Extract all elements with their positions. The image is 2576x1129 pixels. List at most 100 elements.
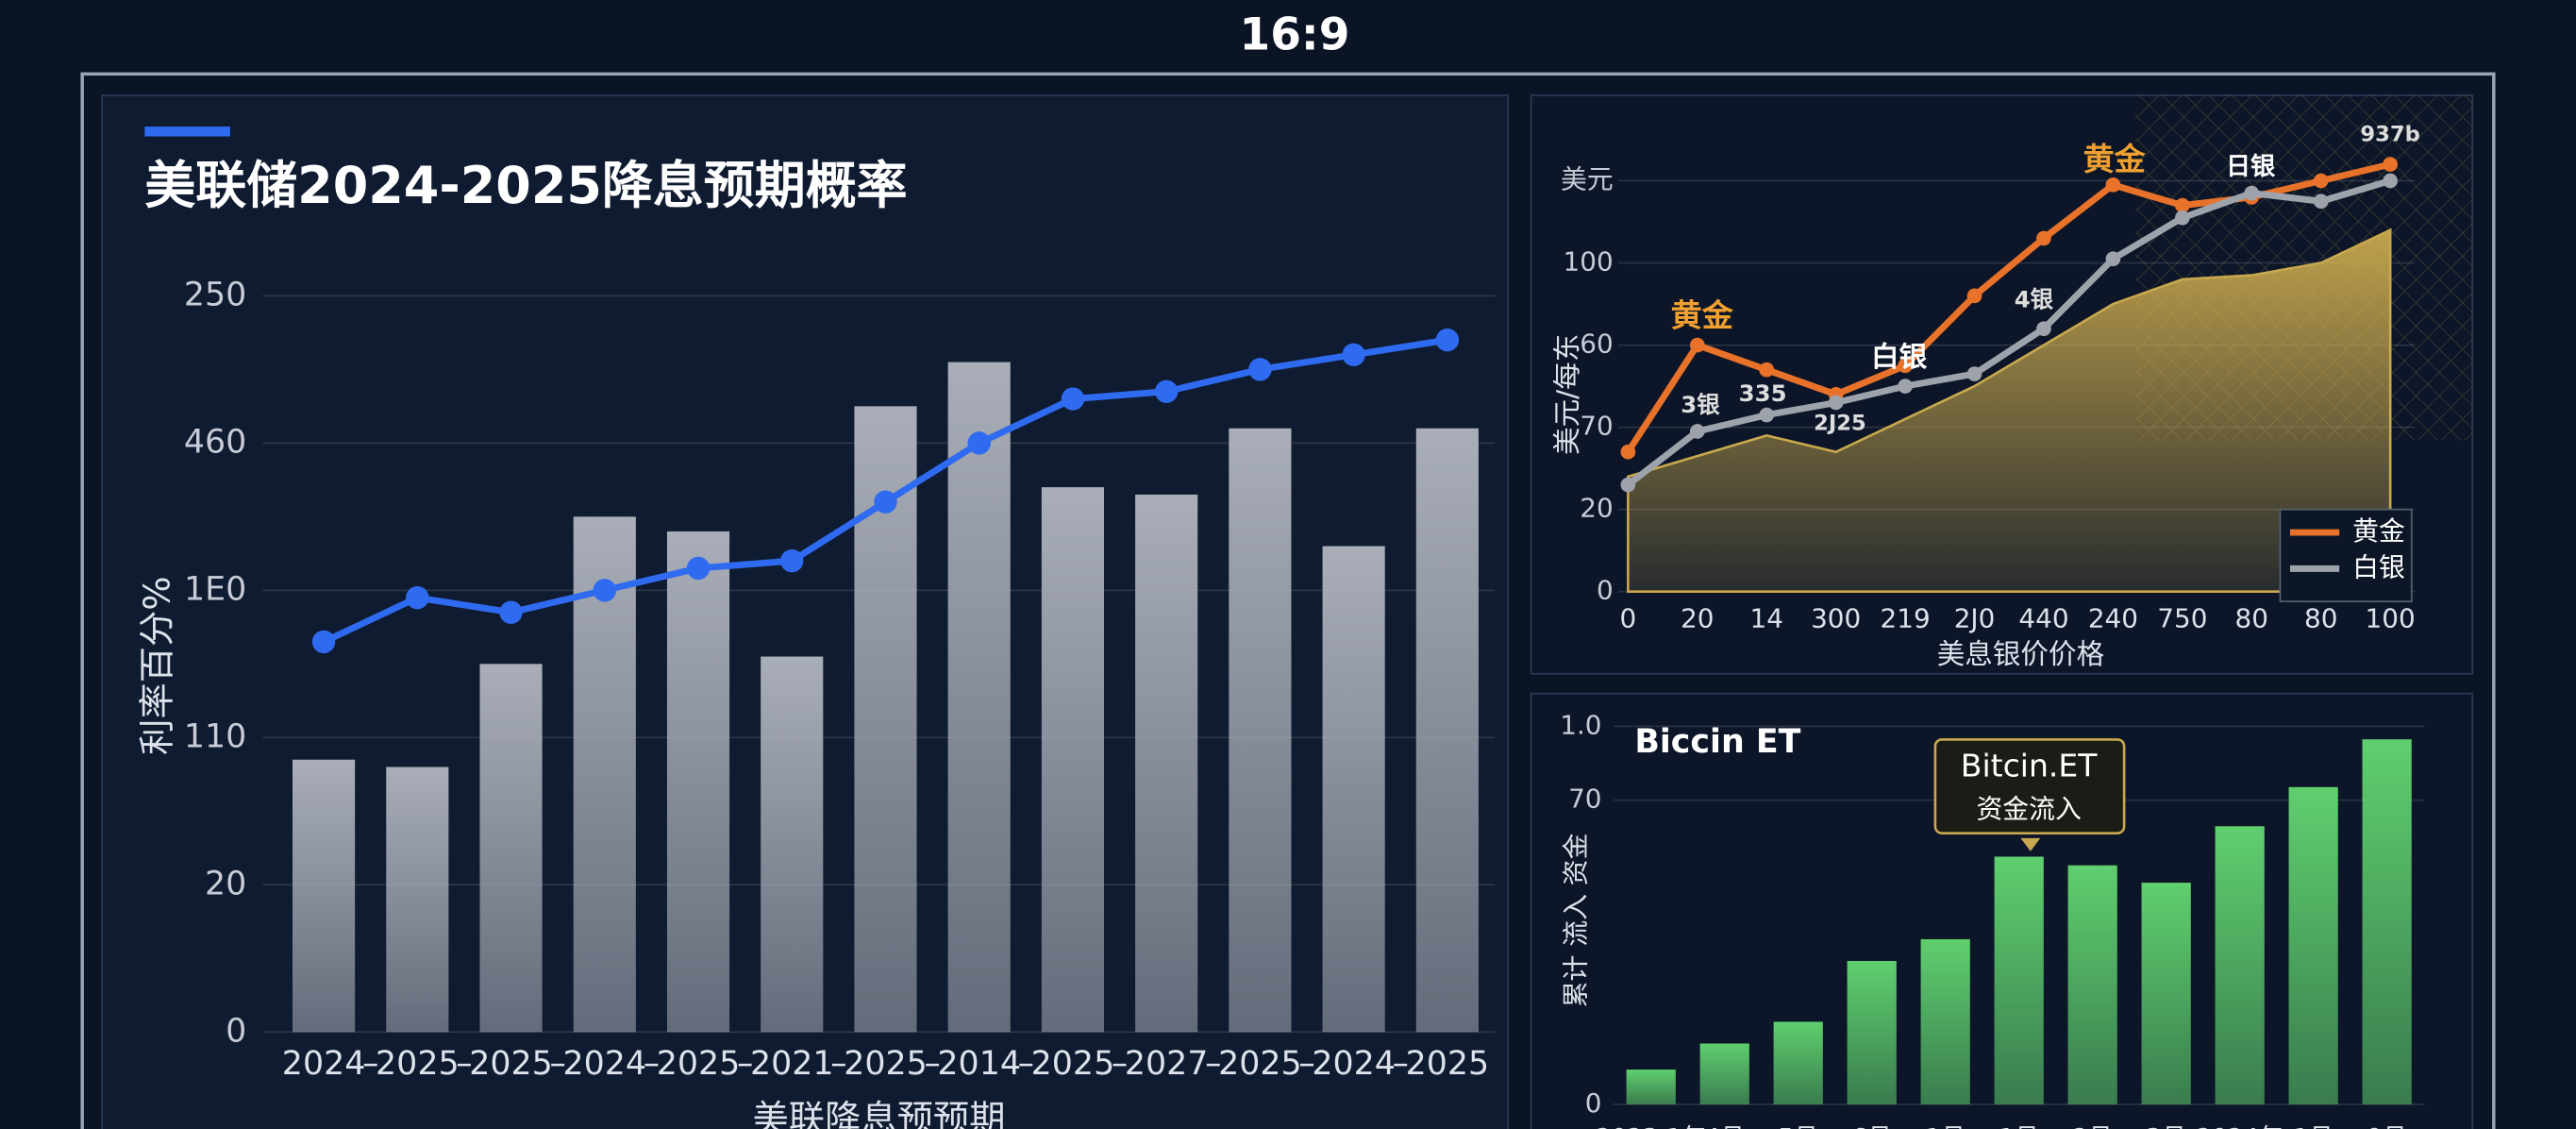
- bar: [1994, 856, 2044, 1104]
- bar: [1920, 938, 1970, 1104]
- point: [1689, 424, 1705, 439]
- x-tick-label: 2J0: [1954, 602, 1996, 633]
- legend-label: 白银: [2352, 551, 2405, 582]
- point: [2036, 321, 2051, 337]
- annotation: 黄金: [1671, 296, 1734, 333]
- x-tick-label: 4月: [1704, 1124, 1745, 1129]
- annotation: 黄金: [2083, 141, 2147, 177]
- bar: [479, 664, 543, 1033]
- bar: [2141, 883, 2191, 1104]
- legend-label: 黄金: [2352, 515, 2405, 547]
- y-tick-label: 250: [184, 276, 246, 313]
- y-tick-label: 70: [1568, 784, 1601, 815]
- x-tick-label: 2025: [1218, 1045, 1302, 1083]
- annotation: 4银: [2015, 286, 2054, 313]
- point: [2383, 173, 2398, 189]
- x-tick-label: 1月: [2293, 1124, 2333, 1129]
- x-tick-label: 2023 1年: [1596, 1124, 1706, 1129]
- bar: [1415, 428, 1479, 1033]
- aspect-label: 16:9: [1240, 9, 1350, 61]
- x-tick-label: 300: [1811, 602, 1861, 633]
- x-tick-label: 2025: [844, 1045, 928, 1083]
- y-tick-label: 70: [1580, 411, 1613, 442]
- bar: [1322, 546, 1385, 1033]
- point: [686, 556, 711, 581]
- x-tick-label: 2025: [657, 1045, 741, 1083]
- point: [1154, 379, 1179, 403]
- bar: [2288, 786, 2338, 1104]
- bar: [386, 767, 449, 1033]
- point: [967, 431, 991, 455]
- y-axis-title: 累计 流入 资金: [1560, 833, 1591, 1007]
- tooltip-box: [1933, 738, 2126, 834]
- point: [2313, 173, 2329, 189]
- point: [1061, 387, 1085, 411]
- bar: [1229, 428, 1292, 1033]
- x-tick-label: 2025: [469, 1045, 553, 1083]
- point: [874, 490, 897, 514]
- bar: [2067, 865, 2117, 1104]
- bar: [1699, 1043, 1749, 1104]
- x-tick-label: 2024: [282, 1045, 366, 1083]
- x-tick-label: 2月: [2072, 1124, 2113, 1129]
- x-tick-label: 2021: [750, 1045, 834, 1083]
- point: [2175, 197, 2190, 213]
- bar: [293, 759, 356, 1033]
- area: [1627, 227, 2392, 594]
- y-tick-label: 460: [184, 423, 246, 461]
- point: [2383, 157, 2398, 172]
- annotation: 335: [1739, 379, 1787, 407]
- bar: [761, 656, 824, 1033]
- point: [1898, 358, 1913, 374]
- bar: [666, 531, 730, 1033]
- bar: [2215, 826, 2265, 1104]
- y-axis-title: 美元/每东: [1551, 334, 1583, 455]
- point: [780, 548, 804, 573]
- point: [406, 585, 429, 610]
- point: [1966, 366, 1982, 381]
- point: [2244, 185, 2260, 201]
- bar: [2362, 739, 2412, 1104]
- point: [2105, 177, 2121, 193]
- annotation: 937b: [2360, 122, 2419, 146]
- annotation: 3银: [1681, 391, 1720, 418]
- x-tick-label: 2025: [1406, 1045, 1490, 1083]
- x-tick-label: 5月: [1778, 1124, 1818, 1129]
- point: [1620, 477, 1636, 493]
- bar: [1847, 960, 1897, 1104]
- tooltip-pointer: [2020, 837, 2041, 851]
- x-tick-label: 2024: [563, 1045, 647, 1083]
- x-tick-label: 240: [2088, 602, 2138, 633]
- point: [1620, 444, 1636, 460]
- x-tick-label: 6月: [1851, 1124, 1892, 1129]
- x-tick-label: 14: [1750, 602, 1783, 633]
- x-axis-title: 美息银价价格: [1937, 638, 2104, 670]
- point: [2036, 230, 2051, 246]
- x-tick-label: 2014: [937, 1045, 1021, 1083]
- point: [1689, 337, 1705, 353]
- x-tick-label: 80: [2235, 602, 2268, 633]
- y-tick-label: 20: [205, 865, 246, 902]
- frame: [80, 72, 2496, 1129]
- x-tick-label: 2025: [1031, 1045, 1115, 1083]
- tooltip-text: 资金流入: [1976, 793, 2081, 824]
- title-accent: [144, 126, 230, 137]
- x-tick-label: 20: [1681, 602, 1714, 633]
- bar: [573, 516, 636, 1033]
- bar: [1135, 494, 1198, 1033]
- bar: [1773, 1021, 1823, 1104]
- point: [1828, 395, 1844, 411]
- x-tick-label: 100: [2366, 602, 2416, 633]
- x-tick-label: 1月: [1999, 1124, 2039, 1129]
- x-tick-label: 80: [2304, 602, 2337, 633]
- annotation: 日银: [2226, 153, 2276, 181]
- line: [1626, 177, 2392, 488]
- point: [1342, 343, 1365, 366]
- chart-title: 美联储2024-2025降息预期概率: [144, 156, 907, 215]
- y-tick-label: 1.0: [1560, 709, 1601, 740]
- y-tick-label: 0: [1585, 1087, 1602, 1119]
- y-tick-label: 60: [1580, 329, 1613, 360]
